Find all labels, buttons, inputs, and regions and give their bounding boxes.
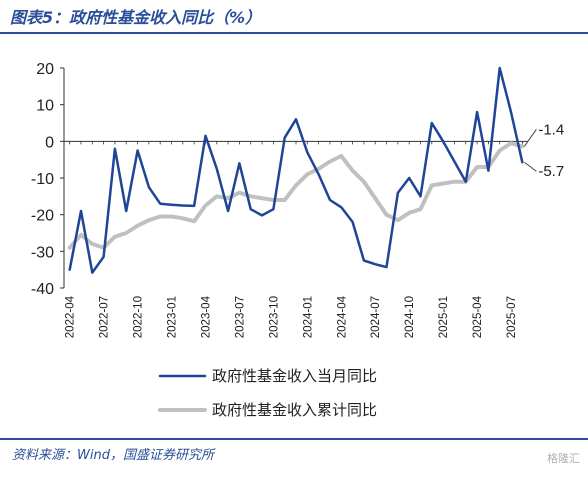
series-lines <box>67 66 525 274</box>
y-tick-label: -40 <box>31 281 54 298</box>
y-tick-label: 0 <box>45 134 54 151</box>
top-rule <box>0 32 588 34</box>
x-tick-label: 2022-04 <box>65 295 77 338</box>
x-tick-label: 2024-10 <box>404 296 416 338</box>
x-tick-label: 2025-04 <box>472 295 484 338</box>
y-tick-label: 20 <box>36 61 54 78</box>
x-axis: 2022-04 2022-07 2022-10 2023-01 2023-04 2023-… <box>64 140 528 338</box>
x-tick-label: 2024-07 <box>370 296 382 338</box>
cumulative-yoy-line <box>67 141 525 250</box>
x-tick-label: 2025-01 <box>438 296 450 338</box>
bottom-rule <box>0 438 588 440</box>
x-tick-label: 2023-10 <box>268 296 280 338</box>
legend-label: 政府性基金收入当月同比 <box>212 367 377 385</box>
y-tick-label: -30 <box>31 244 54 261</box>
end-label-leader <box>524 161 537 172</box>
monthly-yoy-line <box>68 66 524 274</box>
chart-title: 图表5：政府性基金收入同比（%） <box>10 8 262 27</box>
x-tick-label: 2022-07 <box>99 296 111 338</box>
x-tick-label: 2024-01 <box>302 296 314 338</box>
x-tick-label: 2024-04 <box>336 295 348 338</box>
x-tick-label: 2022-10 <box>133 296 145 338</box>
x-tick-label: 2025-07 <box>506 296 518 338</box>
y-tick-label: -10 <box>31 171 54 188</box>
x-tick-label: 2023-07 <box>234 296 246 338</box>
y-tick-label: -20 <box>31 208 54 225</box>
legend-label: 政府性基金收入累计同比 <box>212 401 377 419</box>
source-note: 资料来源：Wind，国盛证券研究所 <box>12 448 214 463</box>
end-label-leader <box>523 129 537 147</box>
x-tick-label: 2023-01 <box>167 296 179 338</box>
end-label: -5.7 <box>538 163 564 180</box>
x-tick-label: 2023-04 <box>200 295 212 338</box>
end-label: -1.4 <box>538 121 564 138</box>
end-labels: -1.4 -5.7 <box>523 121 564 180</box>
y-axis: 20 10 0 -10 -20 -30 -40 <box>31 61 65 298</box>
watermark: 格隆汇 <box>547 452 580 465</box>
y-tick-label: 10 <box>36 98 54 115</box>
